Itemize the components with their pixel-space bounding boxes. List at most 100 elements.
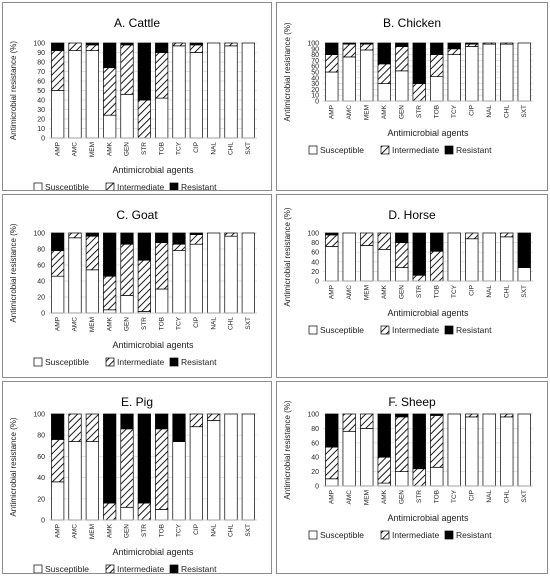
- y-axis-label: Antimicrobial resistance (%): [9, 223, 18, 322]
- x-tick-label: CHL: [228, 524, 235, 537]
- x-tick-label: AMC: [72, 142, 79, 157]
- y-tick-label: 80: [37, 433, 45, 440]
- y-tick-label: 30: [311, 81, 319, 88]
- bar-resistant: [360, 42, 374, 45]
- chart-panel-goat: C. Goat 0 20 40 60 80 100 Antimicrobial resista…: [2, 194, 272, 378]
- bar-resistant: [103, 42, 117, 69]
- bar-resistant: [155, 413, 169, 430]
- bar-susceptible: [172, 45, 186, 139]
- y-tick-label: 70: [37, 69, 45, 76]
- chart-panel-pig: E. Pig 0 20 40 60 80 100 Antimicrobial resistan…: [2, 381, 272, 574]
- bar-resistant: [517, 232, 531, 268]
- bar-susceptible: [51, 481, 65, 521]
- x-tick-label: TCY: [451, 284, 458, 298]
- y-tick-label: 40: [37, 279, 45, 286]
- x-tick-label: CIP: [468, 285, 475, 296]
- x-tick-label: GEN: [124, 524, 131, 538]
- bar-susceptible: [68, 237, 82, 314]
- chart-panel-horse: D. Horse 0 20 40 60 80 100 Antimicrobial resist…: [276, 194, 548, 378]
- bar-intermediate: [120, 428, 134, 508]
- bar-intermediate: [85, 413, 99, 442]
- bar-intermediate: [85, 44, 99, 51]
- bar-susceptible: [500, 43, 514, 102]
- y-tick-label: 60: [311, 440, 319, 447]
- bar-intermediate: [395, 242, 409, 268]
- x-tick-label: AMP: [54, 142, 61, 156]
- bar-intermediate: [377, 456, 391, 484]
- legend-label-intermediate: Intermediate: [392, 530, 440, 540]
- x-tick-label: AMC: [72, 317, 79, 332]
- bar-susceptible: [377, 83, 391, 102]
- bar-susceptible: [395, 267, 409, 282]
- legend-label-susceptible: Susceptible: [45, 564, 89, 573]
- bar-intermediate: [465, 413, 479, 418]
- bar-susceptible: [241, 42, 255, 139]
- legend-swatch-resistant: [444, 145, 454, 155]
- y-tick-label: 100: [33, 231, 45, 238]
- chart-panel-cattle: A. Cattle 0 10 20 30 40 50 60 70 80 90 100 Antimicro…: [2, 2, 272, 191]
- bar-intermediate: [155, 428, 169, 510]
- x-tick-label: TOB: [158, 142, 165, 155]
- bar-intermediate: [224, 232, 238, 237]
- bar-intermediate: [172, 42, 186, 47]
- x-tick-label: GEN: [398, 490, 405, 504]
- bar-susceptible: [342, 430, 356, 487]
- legend-swatch-intermediate: [380, 530, 390, 540]
- x-tick-label: AMP: [54, 524, 61, 538]
- legend-swatch-intermediate: [105, 564, 115, 573]
- x-axis-label: Antimicrobial agents: [387, 308, 469, 318]
- x-tick-label: TCY: [176, 141, 183, 155]
- bar-susceptible: [447, 232, 461, 282]
- bar-susceptible: [465, 416, 479, 487]
- x-tick-label: GEN: [398, 285, 405, 299]
- bar-resistant: [120, 42, 134, 46]
- x-tick-label: AMK: [381, 284, 388, 299]
- bar-intermediate: [120, 243, 134, 296]
- bar-resistant: [103, 232, 117, 277]
- bar-intermediate: [189, 44, 203, 53]
- bar-susceptible: [430, 466, 444, 487]
- bar-resistant: [189, 232, 203, 235]
- legend-label-resistant: Resistant: [181, 357, 217, 367]
- chart-title: A. Cattle: [114, 16, 160, 30]
- legend-swatch-susceptible: [33, 564, 43, 573]
- bar-intermediate: [137, 99, 151, 139]
- bar-susceptible: [395, 471, 409, 487]
- bar-resistant: [395, 413, 409, 418]
- legend-swatch-intermediate: [380, 325, 390, 335]
- bar-susceptible: [189, 243, 203, 314]
- chart-sheep: F. Sheep 0 20 40 60 80 100 Antimicrobial resist…: [283, 395, 533, 540]
- y-tick-label: 100: [307, 412, 319, 419]
- bar-susceptible: [325, 71, 339, 102]
- x-tick-label: AMK: [381, 489, 388, 504]
- bar-intermediate: [137, 502, 151, 521]
- bar-intermediate: [447, 48, 461, 55]
- legend-label-susceptible: Susceptible: [45, 182, 89, 190]
- legend-swatch-resistant: [444, 325, 454, 335]
- chart-title: D. Horse: [388, 208, 436, 222]
- bar-intermediate: [155, 242, 169, 290]
- bar-susceptible: [103, 309, 117, 314]
- bar-susceptible: [189, 426, 203, 521]
- y-tick-label: 0: [41, 311, 45, 318]
- x-axis-label: Antimicrobial agents: [112, 165, 194, 175]
- legend-swatch-resistant: [169, 357, 179, 367]
- y-tick-label: 80: [37, 60, 45, 67]
- x-tick-label: AMC: [346, 490, 353, 505]
- y-tick-label: 80: [311, 426, 319, 433]
- bar-intermediate: [51, 250, 65, 277]
- x-axis-label: Antimicrobial agents: [112, 340, 194, 350]
- bar-intermediate: [412, 468, 426, 487]
- y-tick-label: 80: [37, 247, 45, 254]
- bar-resistant: [430, 232, 444, 252]
- x-tick-label: MEM: [89, 142, 96, 157]
- bar-intermediate: [172, 243, 186, 251]
- y-axis-label: Antimicrobial resistance (%): [283, 22, 292, 121]
- bar-intermediate: [500, 42, 514, 45]
- x-tick-label: CIP: [193, 317, 200, 328]
- x-tick-label: TCY: [176, 316, 183, 330]
- bar-intermediate: [103, 67, 117, 116]
- bar-susceptible: [172, 250, 186, 314]
- bar-susceptible: [465, 238, 479, 282]
- bar-intermediate: [412, 83, 426, 102]
